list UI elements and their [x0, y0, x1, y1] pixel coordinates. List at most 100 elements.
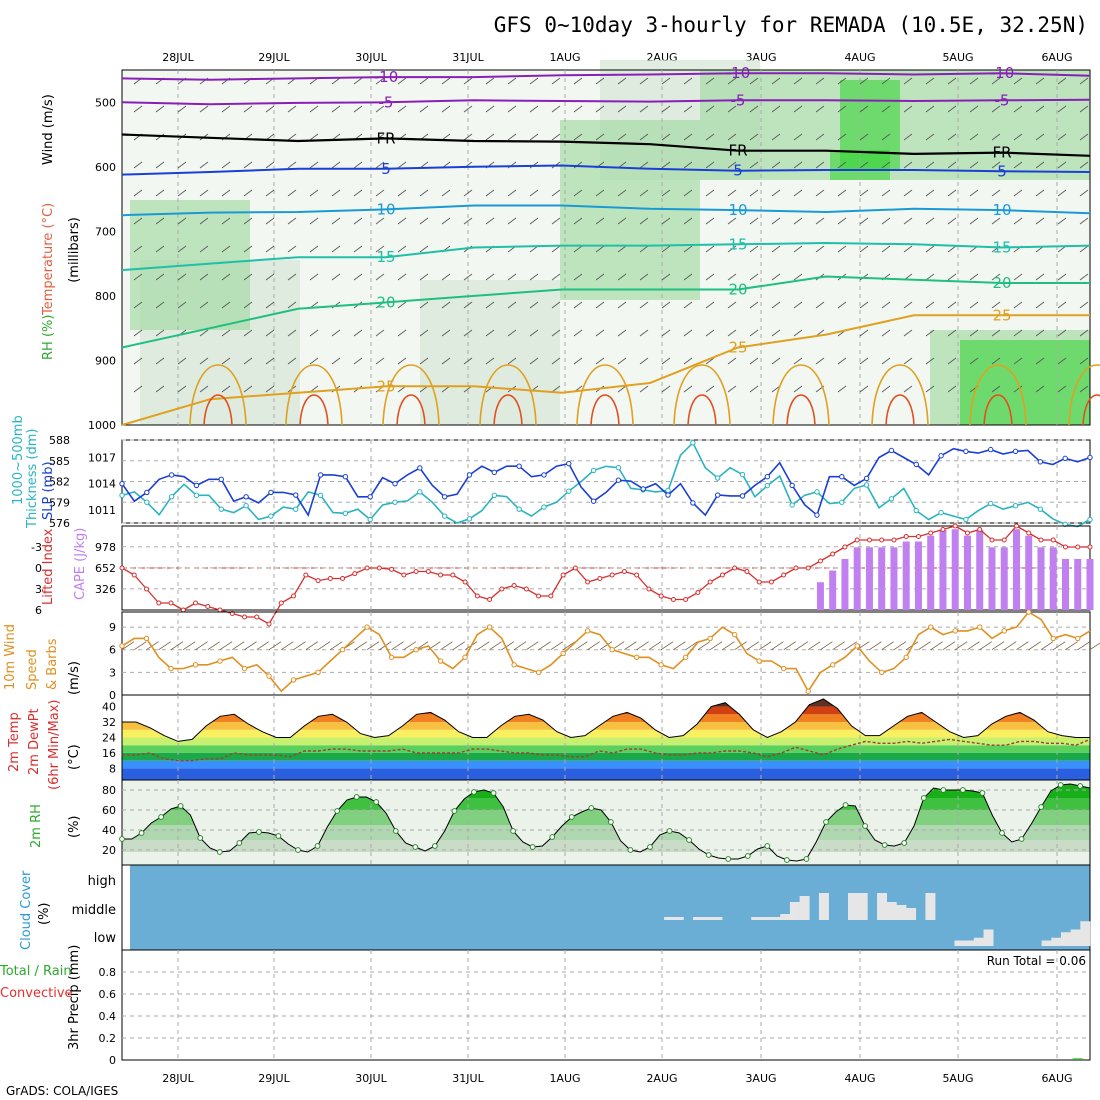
wind-barb: [595, 357, 605, 365]
wind10m-point: [168, 665, 174, 672]
wind-barb: [331, 217, 341, 225]
thickness-point: [392, 499, 398, 505]
wind-barb: [177, 189, 187, 197]
wind10-ylabel: (m/s): [67, 661, 82, 695]
wind-barb: [397, 273, 407, 281]
wind10m-point: [633, 654, 640, 660]
li-point: [291, 593, 297, 599]
li-point: [670, 597, 676, 602]
wind-barb: [573, 301, 583, 309]
slp-point: [913, 461, 919, 468]
wind10-barb: [354, 641, 368, 651]
wind-barb: [749, 77, 759, 85]
temp-band: [122, 706, 1090, 715]
cape-bar: [902, 541, 910, 610]
rh-point: [568, 814, 575, 820]
rh-point: [940, 787, 947, 793]
thickness-point: [938, 509, 944, 516]
li-point: [168, 600, 174, 606]
thermal-lobe: [382, 364, 440, 426]
wind-barb: [155, 385, 165, 393]
li-point: [940, 527, 946, 532]
bottom-date-label: 30JUL: [355, 1072, 387, 1085]
wind-barb: [793, 133, 803, 141]
wind-barb: [551, 217, 561, 225]
wind-barb: [969, 329, 979, 337]
cape-bar: [829, 570, 837, 610]
pressure-tick: 700: [95, 225, 116, 238]
wind-barb: [969, 105, 979, 113]
wind10-barb: [232, 641, 245, 651]
li-point: [854, 537, 860, 543]
temp-band: [122, 760, 1090, 769]
wind-barb: [815, 133, 825, 141]
rh-point: [1038, 804, 1045, 810]
thickness-point: [913, 507, 919, 514]
wind10m-point: [854, 643, 860, 649]
rh-point: [920, 795, 927, 801]
contour-label: 25: [728, 339, 747, 357]
ylabel-cloud-unit: (%): [37, 903, 52, 926]
ylabel-total-rain: Total / Rain: [0, 964, 72, 979]
contour-label: 25: [992, 306, 1011, 324]
li-point: [683, 597, 689, 602]
wind-barb: [1079, 77, 1089, 85]
wind10m-point: [217, 658, 223, 664]
li-point: [560, 572, 566, 578]
contour-label: FR: [376, 129, 395, 147]
li-point: [866, 537, 872, 543]
wind10-barb: [942, 641, 956, 651]
wind-barb: [749, 357, 759, 365]
ylabel-wind: Wind (m/s): [41, 94, 56, 165]
wind-barb: [133, 329, 143, 337]
rh-point: [236, 840, 243, 846]
wind-barb: [727, 357, 737, 365]
cloud-low-bar: [1041, 940, 1052, 946]
slp-point: [814, 512, 820, 518]
wind10-barb: [636, 641, 649, 651]
thickness-point: [814, 489, 820, 495]
wind-barb: [661, 105, 671, 113]
slp-point: [491, 469, 498, 476]
wind-barb: [881, 77, 891, 85]
li-point: [523, 586, 529, 592]
wind-barb: [903, 357, 913, 365]
wind-barb: [485, 273, 495, 281]
wind-barb: [881, 329, 891, 337]
li-tick: 3: [35, 583, 42, 596]
rh-point: [725, 856, 732, 862]
wind-barb: [991, 133, 1001, 141]
wind-barb: [1013, 273, 1023, 281]
wind-barb: [155, 301, 165, 309]
rh-point: [490, 790, 497, 796]
wind-barb: [859, 189, 869, 197]
contour-label: -5: [731, 91, 746, 109]
li-point: [193, 600, 199, 606]
wind-barb: [815, 217, 825, 225]
wind10-barb: [207, 641, 220, 651]
thickness-point: [615, 464, 622, 471]
wind-barb: [947, 301, 957, 309]
thickness-ylabel2: Thickness (dm): [25, 429, 40, 529]
slp-point: [168, 472, 175, 478]
ylabel-rh-unit: (%): [67, 816, 82, 839]
wind-barb: [375, 329, 385, 337]
bottom-date-label: 31JUL: [452, 1072, 484, 1085]
slp-point: [441, 494, 448, 500]
rh-point: [295, 847, 301, 853]
precip-ylabel2: 3hr Precip (mm): [67, 945, 82, 1050]
wind-barb: [221, 161, 231, 169]
rh-point: [549, 834, 556, 840]
top-date-label: 29JUL: [258, 51, 290, 64]
wind-barb: [463, 273, 473, 281]
wind-barb: [727, 245, 737, 253]
wind10-barb: [170, 641, 184, 651]
wind-barb: [507, 217, 517, 225]
wind-barb: [375, 77, 385, 85]
wind10-barb: [991, 641, 1005, 651]
contour-label: 20: [992, 274, 1011, 292]
wind-barb: [1057, 105, 1067, 113]
wind-barb: [683, 245, 693, 253]
thermal-lobe-inner: [590, 394, 620, 426]
rh-band: [122, 810, 1090, 825]
